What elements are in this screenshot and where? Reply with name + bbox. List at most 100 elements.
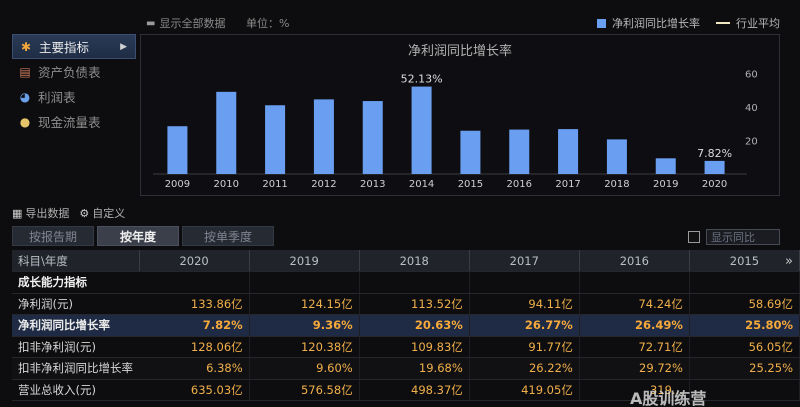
chart-bar-2017[interactable] — [558, 129, 579, 174]
table-row[interactable]: 扣非净利润同比增长率 6.38% 9.60% 19.68% 26.22% 29.72% 25… — [12, 357, 800, 380]
export-data-button[interactable]: ▦ 导出数据 — [12, 205, 69, 221]
cell-value: 26.77% — [469, 314, 580, 337]
show-all-data-toggle[interactable]: ▬ 显示全部数据 — [146, 15, 225, 31]
watermark: A股训练营 — [630, 389, 707, 407]
cell-value: 91.77亿 — [469, 336, 580, 358]
bar-chart: 20 40 60 2009 2010 2011 2012 2013 2014 52.13% 2015… — [153, 69, 758, 190]
table-row[interactable]: 营业总收入(元) 635.03亿 576.58亿 498.37亿 419.05亿 319.… — [12, 379, 800, 401]
unit-label: 单位：% — [246, 17, 290, 30]
table-row[interactable]: 净利润同比增长率 7.82% 9.36% 20.63% 26.77% 26.49% 25.8… — [12, 314, 800, 337]
caret-right-icon: ▶ — [120, 41, 127, 52]
chart-panel: 净利润同比增长率 20 40 60 2009 2010 2011 2012 2013 2014 5… — [140, 34, 780, 196]
chart-bar-2016[interactable] — [509, 129, 530, 174]
table-tools: ▦ 导出数据 ⚙ 自定义 — [12, 205, 125, 221]
cell-value: 58.69亿 — [689, 293, 800, 315]
legend-bar-label: 净利润同比增长率 — [612, 17, 700, 30]
tab-by-quarter[interactable]: 按单季度 — [182, 226, 274, 246]
header-year[interactable]: 2020 — [139, 250, 250, 272]
cell-value: 74.24亿 — [579, 293, 690, 315]
header-year[interactable]: 2019 — [249, 250, 360, 272]
chart-bar-2020[interactable] — [704, 160, 725, 174]
x-tick-label: 2009 — [165, 179, 190, 190]
chart-bar-2009[interactable] — [167, 126, 188, 174]
cell-value — [139, 271, 250, 294]
x-tick-label: 2016 — [507, 179, 532, 190]
tab-by-report-period[interactable]: 按报告期 — [12, 226, 94, 246]
cell-value: 25.25% — [689, 357, 800, 380]
x-tick-label: 2018 — [604, 179, 629, 190]
tab-by-year[interactable]: 按年度 — [97, 226, 179, 246]
chart-bar-2010[interactable] — [216, 91, 237, 174]
show-yoy-button[interactable]: 显示同比 — [706, 229, 780, 245]
x-tick-label: 2015 — [458, 179, 483, 190]
table-row[interactable]: 净利润(元) 133.86亿 124.15亿 113.52亿 94.11亿 74.24亿 5… — [12, 293, 800, 315]
cell-value: 635.03亿 — [139, 379, 250, 401]
header-label: 科目\年度 — [12, 250, 140, 272]
menu-item-balance-sheet[interactable]: ▤ 资产负债表 — [12, 59, 136, 84]
menu-item-main-indicators[interactable]: ✱ 主要指标 ▶ — [12, 34, 136, 59]
cell-value — [469, 271, 580, 294]
customize-label: 自定义 — [92, 207, 126, 220]
financial-table: 科目\年度 2020 2019 2018 2017 2016 2015 » 成长能… — [12, 250, 800, 401]
cell-value: 25.80% — [689, 314, 800, 337]
header-year[interactable]: 2018 — [359, 250, 470, 272]
menu-item-label: 主要指标 — [39, 40, 90, 55]
table-row[interactable]: 扣非净利润(元) 128.06亿 120.38亿 109.83亿 91.77亿 72.71… — [12, 336, 800, 358]
row-label: 成长能力指标 — [12, 271, 140, 294]
chart-bar-2014[interactable] — [411, 86, 432, 174]
table-row[interactable]: 成长能力指标 — [12, 271, 800, 294]
document-icon: ▤ — [19, 64, 31, 79]
cell-value: 29.72% — [579, 357, 690, 380]
row-label: 扣非净利润(元) — [12, 336, 140, 358]
header-year[interactable]: 2015 » — [689, 250, 800, 272]
menu-item-income-statement[interactable]: ◕ 利润表 — [12, 84, 136, 109]
chart-bar-2019[interactable] — [655, 158, 676, 174]
customize-button[interactable]: ⚙ 自定义 — [79, 205, 125, 221]
cell-value — [579, 271, 690, 294]
chart-bar-2013[interactable] — [362, 101, 383, 174]
x-tick-label: 2019 — [653, 179, 678, 190]
y-tick-label: 40 — [745, 103, 758, 114]
yoy-checkbox[interactable] — [688, 231, 700, 243]
show-all-label: 显示全部数据 — [159, 17, 226, 30]
x-tick-label: 2020 — [702, 179, 727, 190]
cell-value: 9.60% — [249, 357, 360, 380]
legend-line-label: 行业平均 — [736, 17, 780, 30]
cell-value: 6.38% — [139, 357, 250, 380]
legend-bar-swatch — [597, 18, 606, 28]
row-label: 净利润同比增长率 — [12, 314, 140, 337]
row-label: 扣非净利润同比增长率 — [12, 357, 140, 380]
chart-bar-2011[interactable] — [265, 105, 286, 174]
data-label: 52.13% — [401, 73, 443, 86]
x-tick-label: 2013 — [360, 179, 385, 190]
row-label: 营业总收入(元) — [12, 379, 140, 401]
chart-bar-2015[interactable] — [460, 130, 481, 174]
chart-pie-icon: ◕ — [19, 89, 31, 104]
x-tick-label: 2011 — [262, 179, 287, 190]
indicator-menu: ✱ 主要指标 ▶ ▤ 资产负债表 ◕ 利润表 ● 现金流量表 — [12, 34, 136, 134]
cell-value: 128.06亿 — [139, 336, 250, 358]
more-columns-icon[interactable]: » — [785, 253, 793, 269]
cell-value: 26.22% — [469, 357, 580, 380]
export-label: 导出数据 — [25, 207, 70, 220]
cell-value: 498.37亿 — [359, 379, 470, 401]
chart-legend: 净利润同比增长率 行业平均 — [597, 15, 780, 31]
cell-value — [689, 271, 800, 294]
cell-value: 124.15亿 — [249, 293, 360, 315]
chart-bar-2018[interactable] — [606, 139, 627, 174]
header-year[interactable]: 2016 — [579, 250, 690, 272]
legend-line-swatch — [716, 22, 730, 24]
menu-item-cash-flow[interactable]: ● 现金流量表 — [12, 109, 136, 134]
cell-value: 7.82% — [139, 314, 250, 337]
cell-value — [689, 379, 800, 401]
cell-value: 56.05亿 — [689, 336, 800, 358]
cell-value: 576.58亿 — [249, 379, 360, 401]
cell-value: 72.71亿 — [579, 336, 690, 358]
data-label: 7.82% — [697, 147, 732, 160]
chart-title: 净利润同比增长率 — [407, 44, 512, 59]
header-year[interactable]: 2017 — [469, 250, 580, 272]
chart-bar-2012[interactable] — [313, 99, 334, 174]
menu-item-label: 现金流量表 — [38, 115, 101, 130]
cell-value: 419.05亿 — [469, 379, 580, 401]
cell-value — [249, 271, 360, 294]
